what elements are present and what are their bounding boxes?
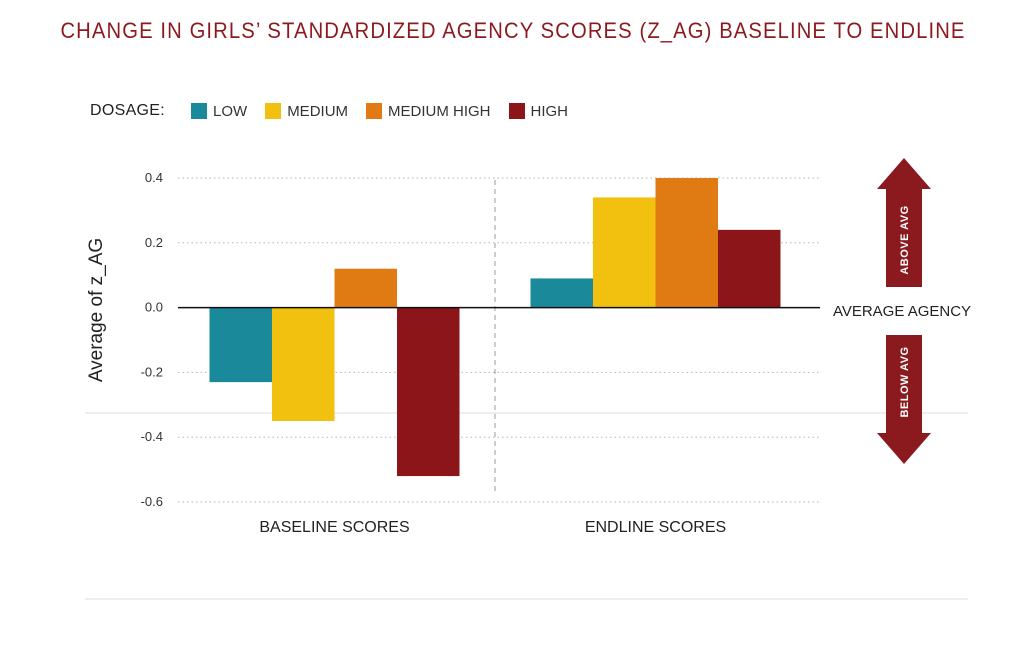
bar (209, 307, 272, 383)
bar (397, 307, 460, 477)
y-tick-label: 0.0 (145, 300, 163, 315)
above-avg-arrow-icon (877, 158, 931, 287)
above-avg-label: ABOVE AVG (899, 205, 911, 274)
y-tick-label: 0.4 (145, 170, 163, 185)
below-avg-label: BELOW AVG (899, 346, 911, 417)
y-tick-label: -0.4 (141, 429, 163, 444)
bar (655, 178, 718, 308)
legend-title: DOSAGE: (90, 102, 166, 119)
legend-item-high: HIGH (508, 102, 569, 120)
legend-label: LOW (213, 102, 248, 120)
category-label: ENDLINE SCORES (585, 519, 726, 536)
legend-label: HIGH (530, 102, 569, 120)
reference-label: AVERAGE AGENCY (833, 303, 971, 320)
below-avg-arrow-icon (877, 335, 931, 464)
legend-swatch (265, 103, 282, 119)
y-tick-label: -0.2 (141, 364, 163, 379)
legend-swatch (191, 103, 208, 119)
bar (334, 268, 397, 308)
bar (272, 307, 335, 421)
y-tick-label: -0.6 (141, 494, 163, 509)
y-axis-title: Average of z_AG (86, 238, 107, 382)
legend-swatch (508, 103, 525, 119)
axis-labels: 0.4 0.2 0.0 -0.2 -0.4 -0.6 BASELINE SCORES ENDL… (141, 170, 727, 536)
bar (718, 229, 781, 308)
legend-item-medium-high: MEDIUM HIGH (366, 103, 491, 120)
legend-label: MEDIUM HIGH (388, 102, 491, 120)
bar (593, 197, 656, 308)
legend-swatch (366, 103, 383, 119)
legend-label: MEDIUM (287, 102, 349, 120)
grid (178, 177, 820, 503)
legend: DOSAGE: LOW MEDIUM MEDIUM HIGH HIGH (90, 101, 586, 121)
legend-item-medium: MEDIUM (265, 103, 348, 120)
y-tick-label: 0.2 (145, 235, 163, 250)
chart-title: CHANGE IN GIRLS’ STANDARDIZED AGENCY SCO… (60, 18, 966, 43)
bar (530, 278, 593, 308)
category-label: BASELINE SCORES (259, 519, 409, 536)
bars (209, 178, 781, 477)
legend-item-low: LOW (191, 103, 247, 120)
